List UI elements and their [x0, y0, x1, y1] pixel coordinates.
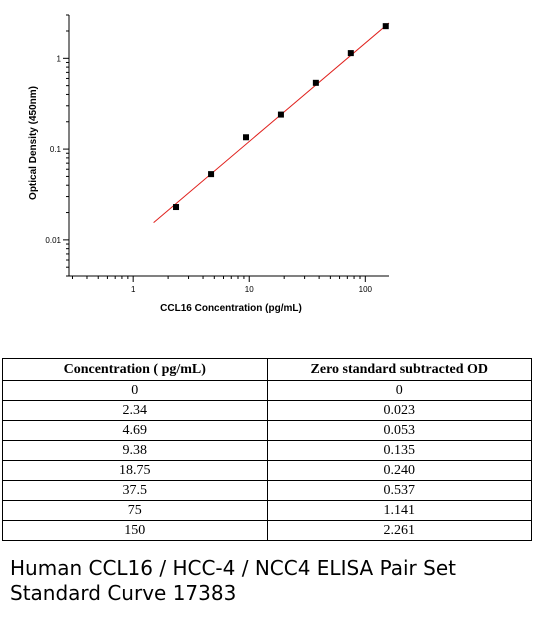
concentration-cell: 4.69 [2, 420, 268, 441]
figure-caption: Human CCL16 / HCC-4 / NCC4 ELISA Pair Se… [10, 556, 456, 606]
y-tick-label: 0.01 [45, 236, 61, 245]
od-cell: 0.023 [266, 400, 532, 421]
x-tick-label: 10 [245, 285, 254, 294]
od-cell: 0.135 [266, 440, 532, 461]
concentration-cell: 18.75 [2, 460, 268, 481]
y-tick-label: 1 [57, 54, 62, 63]
fit-line [153, 22, 390, 223]
table-row: 2.34 0.023 [2, 400, 532, 421]
data-point [347, 50, 354, 57]
table-row: 4.69 0.053 [2, 420, 532, 441]
x-tick-label: 100 [359, 285, 373, 294]
od-cell: 0.053 [266, 420, 532, 441]
data-points [173, 23, 389, 211]
od-cell: 0 [266, 380, 532, 401]
concentration-cell: 2.34 [2, 400, 268, 421]
data-point [382, 23, 389, 30]
table-header-row: Concentration ( pg/mL) Zero standard sub… [2, 358, 532, 381]
data-point [173, 204, 180, 211]
standard-curve-table: Concentration ( pg/mL) Zero standard sub… [2, 358, 532, 541]
concentration-cell: 37.5 [2, 480, 268, 501]
concentration-column-header: Concentration ( pg/mL) [2, 358, 268, 381]
concentration-cell: 0 [2, 380, 268, 401]
x-axis-title: CCL16 Concentration (pg/mL) [160, 303, 302, 314]
table-body: 0 0 2.34 0.023 4.69 0.053 9.38 0.135 18.75 0.240 3… [2, 380, 532, 541]
table-row: 75 1.141 [2, 500, 532, 521]
table-row: 9.38 0.135 [2, 440, 532, 461]
od-cell: 1.141 [266, 500, 532, 521]
tick-labels: 1 10 100 0.01 0.1 1 [45, 54, 372, 294]
od-cell: 0.537 [266, 480, 532, 501]
y-tick-label: 0.1 [50, 145, 62, 154]
caption-line-2: Standard Curve 17383 [10, 581, 237, 605]
table-row: 150 2.261 [2, 520, 532, 541]
data-point [243, 134, 250, 141]
standard-curve-chart: 1 10 100 0.01 0.1 1 CCL16 Concentration (pg/m… [28, 14, 390, 314]
data-point [312, 79, 319, 86]
concentration-cell: 9.38 [2, 440, 268, 461]
od-column-header: Zero standard subtracted OD [266, 358, 532, 381]
x-tick-label: 1 [131, 285, 136, 294]
od-cell: 0.240 [266, 460, 532, 481]
concentration-cell: 150 [2, 520, 268, 541]
data-point [277, 111, 284, 118]
data-point [208, 171, 215, 178]
y-axis-title: Optical Density (450nm) [28, 86, 39, 200]
table-row: 37.5 0.537 [2, 480, 532, 501]
fit-line-group [153, 22, 390, 223]
concentration-cell: 75 [2, 500, 268, 521]
od-cell: 2.261 [266, 520, 532, 541]
chart-axes [63, 14, 389, 282]
table-row: 18.75 0.240 [2, 460, 532, 481]
caption-line-1: Human CCL16 / HCC-4 / NCC4 ELISA Pair Se… [10, 556, 456, 580]
